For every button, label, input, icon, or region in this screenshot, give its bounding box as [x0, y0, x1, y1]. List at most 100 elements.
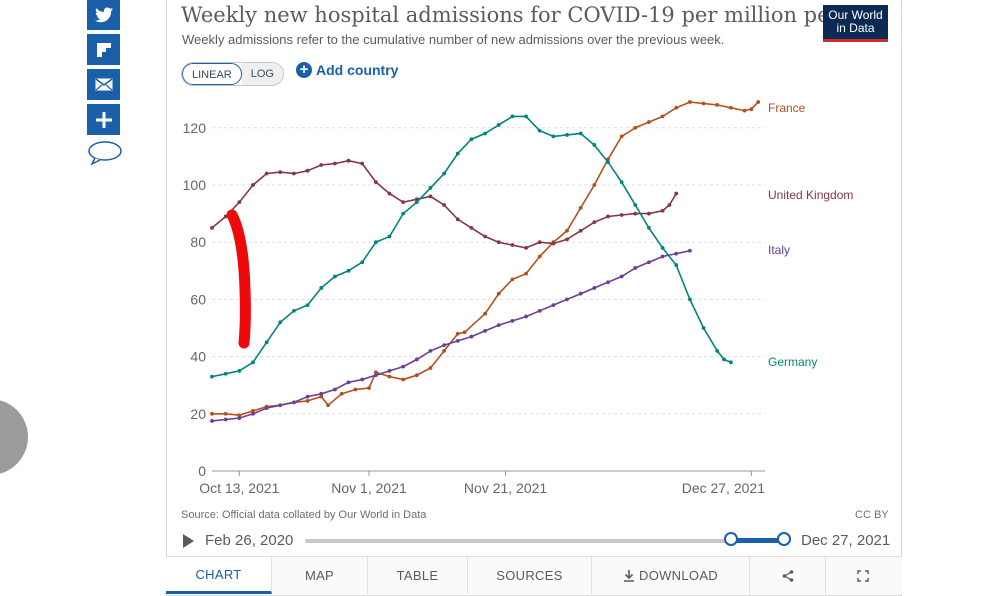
play-icon[interactable]	[183, 534, 194, 548]
series-label: France	[768, 101, 806, 115]
data-point	[428, 185, 433, 190]
data-point	[353, 387, 358, 392]
twitter-share-button[interactable]	[87, 0, 120, 30]
tab-label: TABLE	[396, 568, 439, 583]
license-link[interactable]: CC BY	[855, 509, 889, 521]
tab-table[interactable]: TABLE	[368, 557, 468, 594]
data-point	[551, 241, 556, 246]
data-point	[442, 171, 447, 176]
data-point	[442, 343, 447, 348]
data-point	[373, 373, 378, 378]
data-point	[251, 411, 255, 416]
logo-line-1: Our World	[828, 8, 883, 22]
red-annotation-stroke	[226, 209, 251, 349]
data-point	[210, 226, 214, 230]
data-point	[674, 263, 679, 267]
data-point	[360, 260, 365, 265]
data-point	[346, 268, 351, 273]
x-tick-label: Oct 13, 2021	[199, 480, 279, 496]
data-point	[647, 120, 651, 124]
data-point	[442, 203, 447, 207]
tab-label: DOWNLOAD	[639, 568, 718, 583]
data-point	[360, 161, 365, 166]
tab-bar: CHART MAP TABLE SOURCES DOWNLOAD	[166, 556, 902, 594]
data-point	[210, 419, 214, 423]
chart-title: Weekly new hospital admissions for COVID…	[181, 3, 875, 27]
linear-scale-button[interactable]: LINEAR	[182, 63, 242, 85]
data-point	[414, 200, 419, 205]
tab-chart[interactable]: CHART	[166, 557, 272, 594]
email-icon	[95, 78, 112, 91]
data-point	[469, 226, 474, 230]
x-tick-label: Dec 27, 2021	[682, 480, 765, 496]
more-share-button[interactable]	[87, 104, 120, 135]
data-point	[455, 217, 460, 222]
data-point	[565, 297, 569, 302]
data-point	[524, 271, 528, 276]
data-point	[551, 303, 556, 308]
data-point	[619, 134, 624, 139]
timeline-end-date: Dec 27, 2021	[801, 532, 891, 549]
data-point	[326, 403, 330, 408]
tab-sources[interactable]: SOURCES	[468, 557, 592, 594]
x-tick-label: Nov 21, 2021	[464, 480, 547, 496]
data-point	[633, 211, 638, 216]
comment-icon[interactable]	[87, 140, 123, 166]
data-point	[210, 374, 214, 379]
flipboard-share-button[interactable]	[87, 34, 120, 65]
y-tick-label: 20	[190, 406, 206, 422]
data-point	[401, 364, 406, 369]
owid-logo[interactable]: Our World in Data	[823, 5, 888, 42]
data-point	[592, 286, 597, 290]
add-icon: +	[296, 62, 312, 78]
data-point	[537, 240, 542, 245]
data-point	[210, 411, 214, 416]
x-tick-label: Nov 1, 2021	[331, 480, 407, 496]
data-point	[373, 180, 378, 185]
data-point	[428, 348, 433, 353]
tab-map[interactable]: MAP	[272, 557, 368, 594]
download-icon	[624, 569, 635, 582]
fullscreen-tab[interactable]	[826, 557, 900, 594]
data-point	[305, 168, 310, 173]
source-note: Source: Official data collated by Our Wo…	[181, 509, 427, 521]
data-point	[592, 143, 597, 147]
data-point	[578, 131, 583, 136]
data-point	[701, 326, 706, 330]
data-point	[292, 400, 296, 405]
data-point	[373, 370, 378, 375]
data-point	[414, 373, 419, 378]
add-country-button[interactable]: + Add country	[296, 62, 398, 78]
email-share-button[interactable]	[87, 69, 120, 100]
tab-label: SOURCES	[496, 568, 563, 583]
data-point	[606, 160, 610, 165]
data-point	[264, 406, 269, 410]
timeline-end-handle[interactable]	[777, 532, 791, 546]
data-point	[264, 171, 269, 176]
data-point	[510, 318, 515, 323]
data-point	[237, 369, 242, 373]
data-point	[619, 274, 624, 279]
log-scale-button[interactable]: LOG	[241, 63, 283, 85]
plus-icon	[95, 111, 112, 128]
data-point	[510, 277, 515, 282]
fullscreen-icon	[857, 569, 869, 582]
data-point	[749, 107, 754, 112]
data-point	[667, 203, 672, 207]
data-point	[455, 331, 460, 336]
timeline-start-handle[interactable]	[724, 532, 739, 546]
data-point	[688, 100, 692, 104]
data-point	[674, 105, 679, 110]
share-tab[interactable]	[750, 557, 826, 594]
tab-download[interactable]: DOWNLOAD	[592, 557, 750, 594]
data-point	[688, 297, 692, 302]
data-point	[387, 234, 392, 239]
data-point	[483, 234, 487, 239]
data-point	[373, 240, 378, 245]
timeline-track[interactable]	[305, 539, 784, 543]
data-point	[442, 348, 447, 353]
data-point	[278, 170, 283, 175]
y-tick-label: 0	[198, 463, 206, 479]
series-line-united-kingdom	[211, 159, 677, 249]
